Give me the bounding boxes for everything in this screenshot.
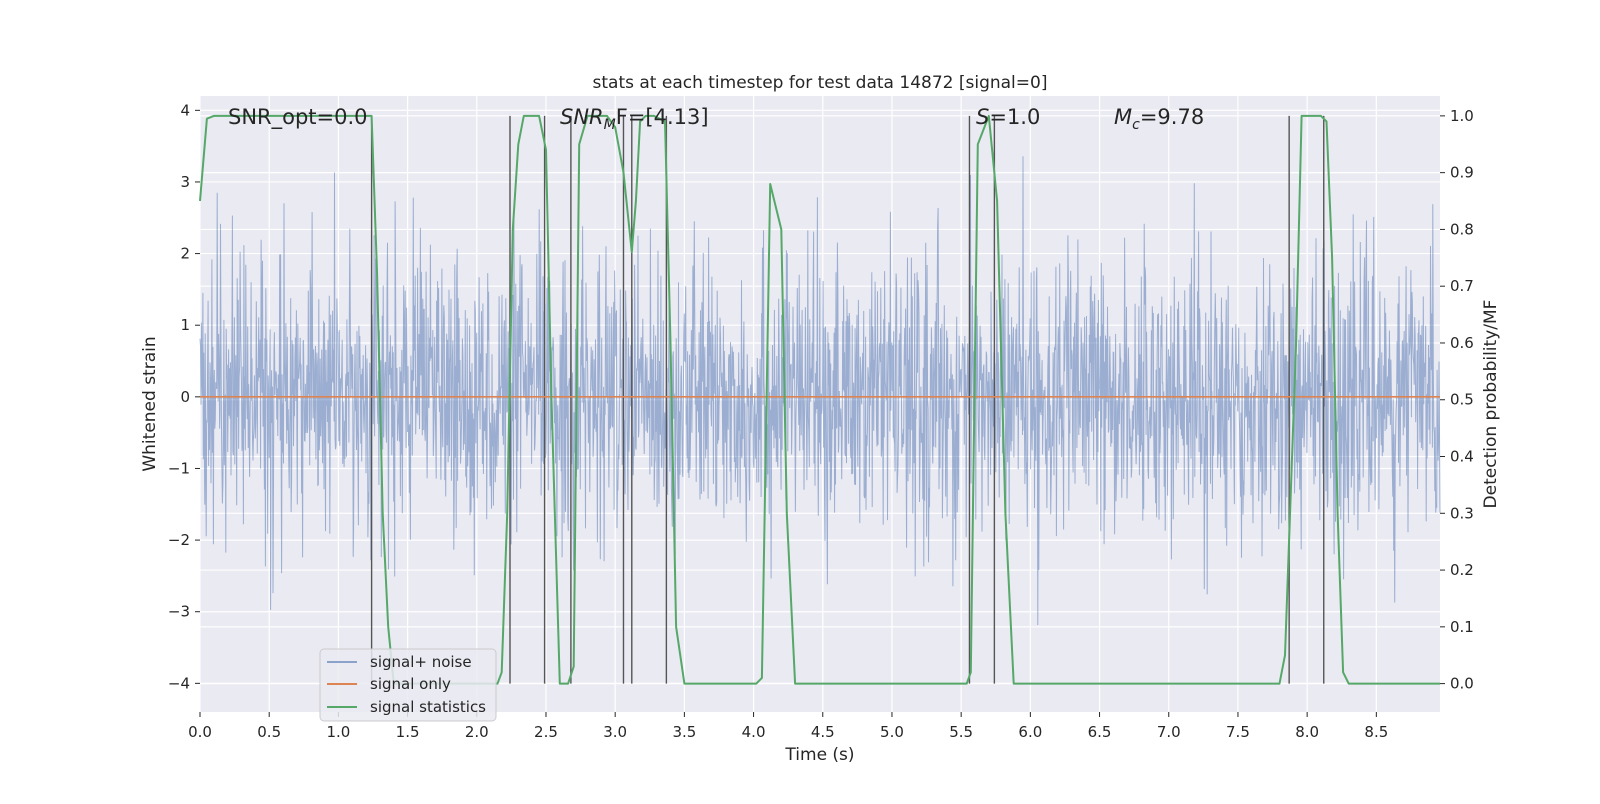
snr-mf-annotation: SNRMF=[4.13] bbox=[560, 105, 709, 133]
y-tick-label: −4 bbox=[168, 674, 190, 692]
y2-tick-label: 0.5 bbox=[1450, 391, 1474, 409]
x-tick-label: 6.0 bbox=[1018, 723, 1042, 741]
x-tick-label: 3.5 bbox=[672, 723, 696, 741]
x-tick-label: 2.0 bbox=[465, 723, 489, 741]
y2-tick-label: 0.1 bbox=[1450, 618, 1474, 636]
y-tick-label: −3 bbox=[168, 603, 190, 621]
y2-tick-label: 0.9 bbox=[1450, 164, 1474, 182]
legend-label-signal-only: signal only bbox=[370, 675, 451, 693]
s-rest: =1.0 bbox=[989, 105, 1040, 129]
x-tick-label: 4.0 bbox=[742, 723, 766, 741]
x-tick-label: 8.0 bbox=[1295, 723, 1319, 741]
y-tick-label: 1 bbox=[180, 316, 190, 334]
x-tick-label: 7.5 bbox=[1226, 723, 1250, 741]
legend-label-noise: signal+ noise bbox=[370, 653, 472, 671]
x-tick-label: 0.0 bbox=[188, 723, 212, 741]
snr-mf-base: SNR bbox=[560, 105, 604, 129]
y-tick-label: 2 bbox=[180, 245, 190, 263]
y-tick-label: 3 bbox=[180, 173, 190, 191]
x-tick-label: 5.5 bbox=[949, 723, 973, 741]
y2-tick-label: 0.0 bbox=[1450, 675, 1474, 693]
y-tick-label: −2 bbox=[168, 531, 190, 549]
noise-series-layer bbox=[199, 156, 1441, 626]
statistics-line bbox=[199, 114, 1440, 685]
mc-base: M bbox=[1114, 105, 1132, 129]
legend: signal+ noise signal only signal statist… bbox=[319, 648, 497, 722]
y-tick-label: 0 bbox=[180, 388, 190, 406]
x-tick-label: 1.0 bbox=[326, 723, 350, 741]
y-axis-label: Whitened strain bbox=[140, 336, 160, 471]
y2-tick-label: 0.8 bbox=[1450, 220, 1474, 238]
y2-tick-label: 0.2 bbox=[1450, 561, 1474, 579]
x-tick-label: 0.5 bbox=[257, 723, 281, 741]
mc-sub: c bbox=[1132, 117, 1140, 133]
snr-opt-annotation: SNR_opt=0.0 bbox=[228, 105, 368, 130]
tick-layer: 0.0 0.5 1.0 1.5 2.0 2.5 3.0 3.5 4.0 4.5 5.0 5.5 6.0 6… bbox=[168, 101, 1474, 741]
grid-layer bbox=[199, 96, 1440, 712]
snr-mf-rest: F=[4.13] bbox=[616, 105, 709, 129]
x-tick-label: 2.5 bbox=[534, 723, 558, 741]
noise-series-line bbox=[199, 156, 1441, 626]
y2-tick-label: 1.0 bbox=[1450, 107, 1474, 125]
legend-box bbox=[319, 648, 497, 722]
legend-label-statistics: signal statistics bbox=[370, 698, 486, 716]
y2-tick-label: 0.6 bbox=[1450, 334, 1474, 352]
y2-axis-label: Detection probability/MF bbox=[1481, 300, 1501, 509]
x-tick-label: 1.5 bbox=[396, 723, 420, 741]
x-tick-label: 4.5 bbox=[811, 723, 835, 741]
mc-rest: =9.78 bbox=[1140, 105, 1204, 129]
statistics-series-layer bbox=[199, 114, 1440, 685]
x-tick-label: 7.0 bbox=[1157, 723, 1181, 741]
x-tick-label: 3.0 bbox=[603, 723, 627, 741]
x-axis-label: Time (s) bbox=[784, 745, 854, 765]
s-annotation: S=1.0 bbox=[976, 105, 1040, 129]
y-tick-label: −1 bbox=[168, 459, 190, 477]
snr-mf-sub: M bbox=[604, 117, 616, 133]
x-tick-label: 8.5 bbox=[1364, 723, 1388, 741]
y-tick-label: 4 bbox=[180, 101, 190, 119]
y2-tick-label: 0.4 bbox=[1450, 448, 1474, 466]
y2-tick-label: 0.3 bbox=[1450, 504, 1474, 522]
y2-tick-label: 0.7 bbox=[1450, 277, 1474, 295]
mc-annotation: Mc=9.78 bbox=[1114, 105, 1204, 133]
vertical-lines-layer bbox=[370, 115, 1325, 684]
x-tick-label: 5.0 bbox=[880, 723, 904, 741]
chart-title: stats at each timestep for test data 148… bbox=[593, 73, 1048, 93]
x-tick-label: 6.5 bbox=[1088, 723, 1112, 741]
s-var: S bbox=[976, 105, 989, 129]
